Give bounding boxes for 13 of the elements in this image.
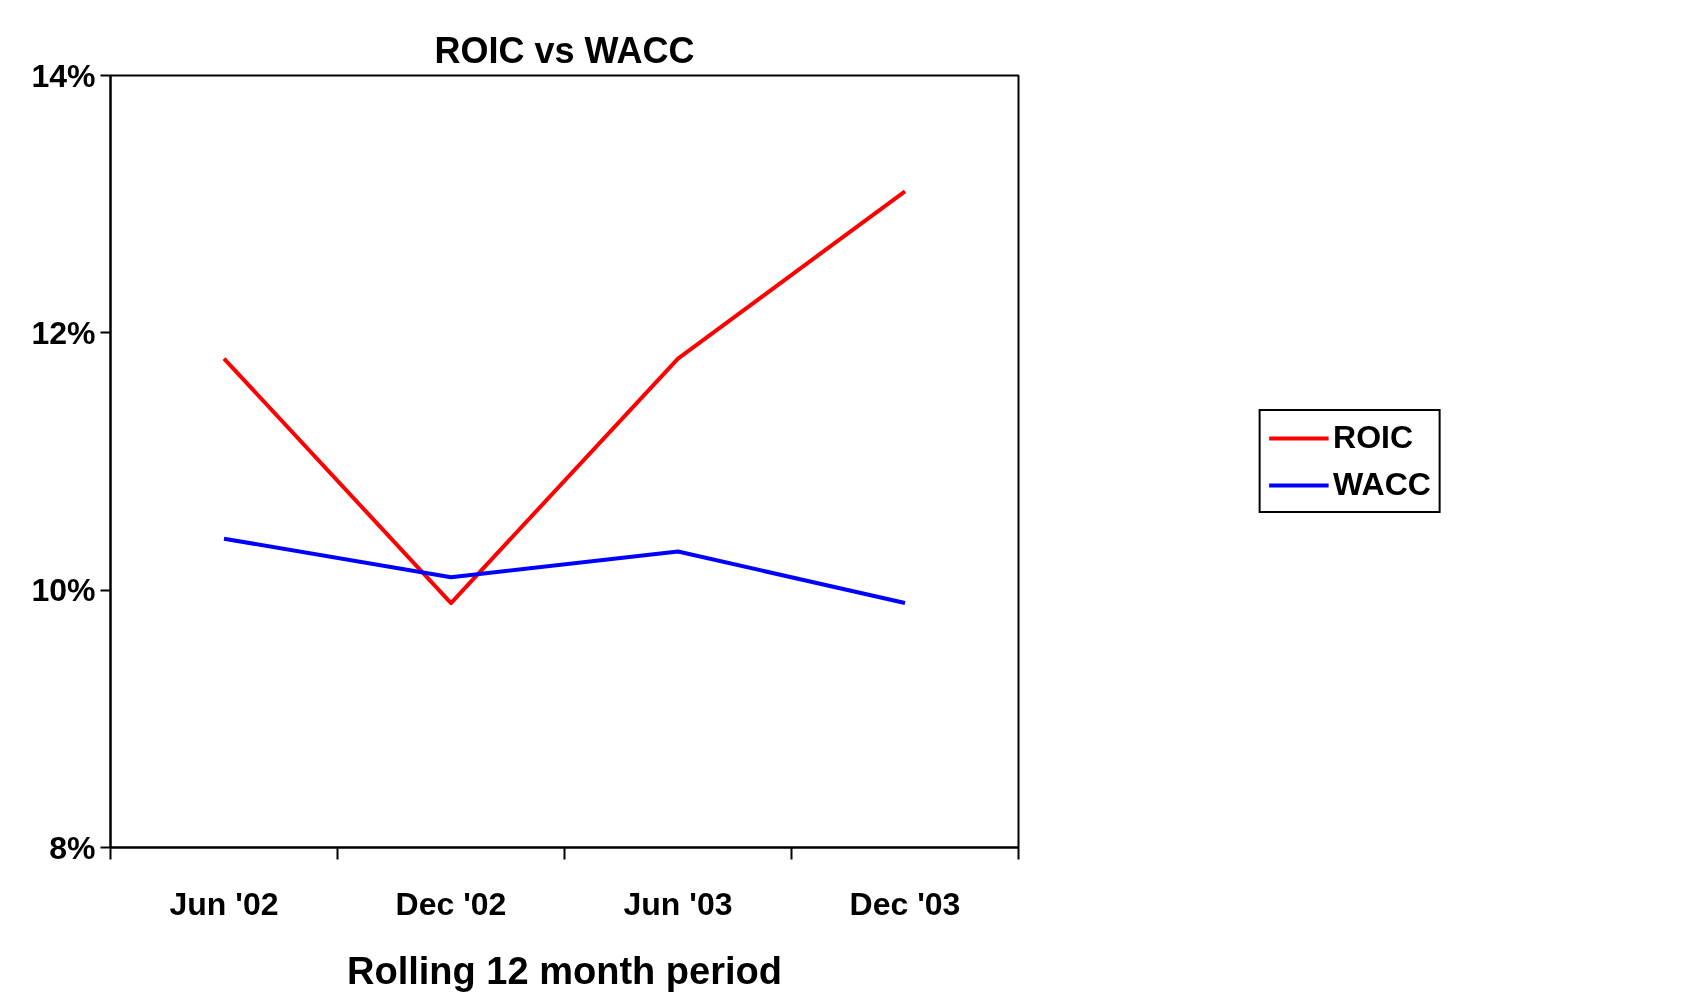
y-tick-label: 12% (31, 314, 96, 351)
line-series (222, 536, 907, 606)
x-tick-label: Jun '02 (169, 885, 279, 922)
y-tick-label: 8% (49, 829, 96, 866)
x-tick-label: Dec '02 (395, 885, 507, 922)
x-axis-title: Rolling 12 month period (347, 949, 782, 992)
x-tick-label: Jun '03 (623, 885, 733, 922)
x-tick-label: Dec '03 (849, 885, 961, 922)
y-tick-label: 10% (31, 572, 96, 609)
legend-label: ROIC (1333, 419, 1414, 456)
chart-title: ROIC vs WACC (434, 29, 695, 71)
legend-label: WACC (1333, 466, 1431, 503)
y-tick-label: 14% (31, 57, 96, 94)
